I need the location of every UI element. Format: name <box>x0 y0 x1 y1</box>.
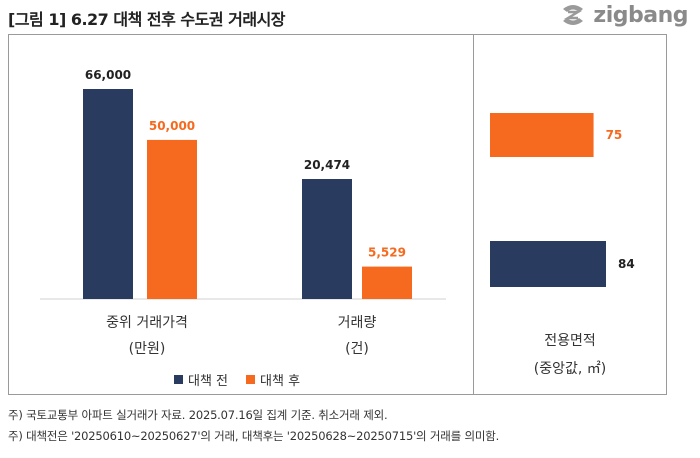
data-label-volume-before: 20,474 <box>304 158 350 172</box>
chart-title: [그림 1] 6.27 대책 전후 수도권 거래시장 <box>8 10 286 29</box>
legend-swatch-after <box>246 375 256 384</box>
bar-volume-before <box>302 179 352 299</box>
hbar-label-before: 84 <box>618 257 635 271</box>
hbar-area-before <box>490 241 606 287</box>
bar-price-after <box>147 139 197 299</box>
brand-name: zigbang <box>593 2 688 28</box>
footnote-1: 주) 국토교통부 아파트 실거래가 자료. 2025.07.16일 집계 기준.… <box>8 408 388 422</box>
right-chart-panel <box>474 34 667 395</box>
data-label-price-before: 66,000 <box>85 68 131 82</box>
data-label-volume-after: 5,529 <box>368 246 406 260</box>
hbar-area-after <box>490 113 594 157</box>
bar-price-before <box>83 89 133 299</box>
category-label-price: 중위 거래가격 (만원) <box>106 312 188 358</box>
legend-swatch-before <box>174 375 183 384</box>
category-volume-line1: 거래량 <box>337 315 377 331</box>
category-area-line1: 전용면적 <box>544 333 596 349</box>
legend-item-before: 대책 전 <box>174 370 228 389</box>
category-label-area: 전용면적 (중앙값, ㎡) <box>534 330 606 378</box>
category-price-line1: 중위 거래가격 <box>106 315 188 331</box>
hbar-label-after: 75 <box>606 128 623 142</box>
left-chart-panel <box>8 34 474 395</box>
footnotes: 주) 국토교통부 아파트 실거래가 자료. 2025.07.16일 집계 기준.… <box>8 405 499 447</box>
category-area-line2: (중앙값, ㎡) <box>533 361 607 377</box>
data-label-price-after: 50,000 <box>149 119 195 133</box>
category-price-line2: (만원) <box>128 341 166 357</box>
legend-label-before: 대책 전 <box>188 374 229 389</box>
legend-item-after: 대책 후 <box>246 370 300 389</box>
zigbang-logo-icon <box>563 5 584 25</box>
brand-logo: zigbang <box>559 2 688 28</box>
footnote-2: 주) 대책전은 '20250610~20250627'의 거래, 대책후는 '2… <box>8 429 500 443</box>
category-volume-line2: (건) <box>345 341 369 357</box>
category-label-volume: 거래량 (건) <box>338 312 377 358</box>
bar-volume-after <box>362 266 412 299</box>
legend-label-after: 대책 후 <box>260 374 301 389</box>
legend: 대책 전 대책 후 <box>174 370 310 389</box>
